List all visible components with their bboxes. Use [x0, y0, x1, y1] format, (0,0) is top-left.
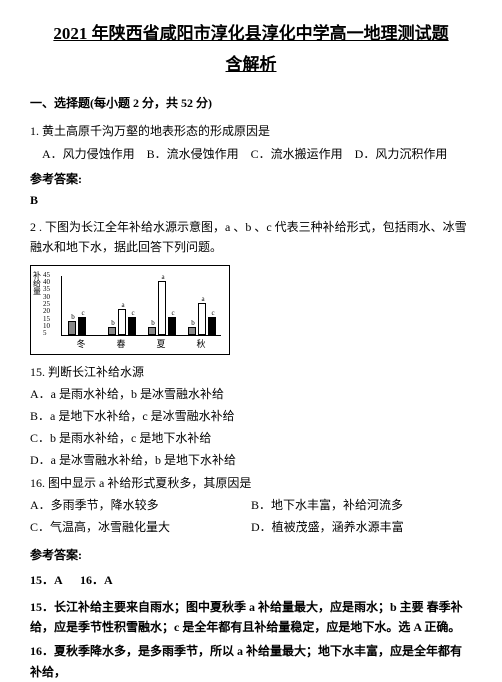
chart-yvalues: 45403530252015105 [43, 272, 50, 338]
q1-text: 1. 黄土高原千沟万壑的地表形态的形成原因是 [30, 122, 472, 141]
q15-opt-d: D．a 是冰雪融水补给，b 是地下水补给 [30, 451, 472, 470]
ans16: 16．A [80, 573, 113, 587]
q16-opt-a: A．多雨季节，降水较多 [30, 496, 251, 515]
q1-options: A．风力侵蚀作用 B．流水侵蚀作用 C．流水搬运作用 D．风力沉积作用 [42, 145, 472, 164]
q16-num: 16. [30, 476, 45, 490]
section-header: 一、选择题(每小题 2 分，共 52 分) [30, 94, 472, 113]
q16-opt-d: D．植被茂盛，涵养水源丰富 [251, 518, 472, 537]
q16-header: 16. 图中显示 a 补给形式夏秋多，其原因是 [30, 474, 472, 493]
answer-label-2: 参考答案: [30, 546, 472, 565]
q2-intro: 2 . 下图为长江全年补给水源示意图，a 、b 、c 代表三种补给形式，包括雨水… [30, 218, 472, 256]
q15-text: 判断长江补给水源 [48, 365, 144, 379]
chart-ylabel: 补给量 [33, 272, 41, 296]
chart-plot: bcbacbacbac [61, 276, 221, 336]
q16-opt-c: C．气温高，冰雪融化量大 [30, 518, 251, 537]
q1-answer: B [30, 191, 472, 210]
exp15: 15．长江补给主要来自雨水；图中夏秋季 a 补给量最大，应是雨水；b 主要 春季… [30, 597, 472, 638]
exp16: 16．夏秋季降水多，是多雨季节，所以 a 补给量最大；地下水丰富，应是全年都有补… [30, 641, 472, 682]
answers-15-16: 15．A 16．A [30, 571, 472, 590]
q15-num: 15. [30, 365, 45, 379]
q15-opt-b: B．a 是地下水补给，c 是冰雪融水补给 [30, 407, 472, 426]
chart-xaxis: 冬春夏秋 [61, 337, 221, 351]
page-title: 2021 年陕西省咸阳市淳化县淳化中学高一地理测试题 [30, 20, 472, 47]
answer-label-1: 参考答案: [30, 170, 472, 189]
q15-opt-a: A．a 是雨水补给，b 是冰雪融水补给 [30, 385, 472, 404]
q16-text: 图中显示 a 补给形式夏秋多，其原因是 [48, 476, 251, 490]
q15-opt-c: C．b 是雨水补给，c 是地下水补给 [30, 429, 472, 448]
page-subtitle: 含解析 [30, 51, 472, 78]
bar-chart: 补给量 45403530252015105 bcbacbacbac 冬春夏秋 [30, 265, 230, 355]
q15-header: 15. 判断长江补给水源 [30, 363, 472, 382]
ans15: 15．A [30, 573, 62, 587]
q16-opt-b: B．地下水丰富，补给河流多 [251, 496, 472, 515]
